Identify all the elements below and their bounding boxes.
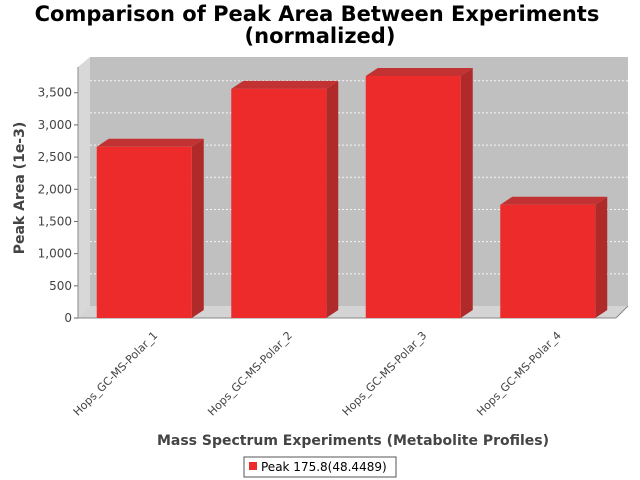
plot-floor bbox=[78, 306, 628, 318]
bar-side bbox=[595, 196, 608, 318]
y-tick-label: 0 bbox=[64, 311, 72, 325]
x-tick-label: Hops_GC-MS-Polar_3 bbox=[340, 329, 430, 419]
bar-top bbox=[500, 196, 608, 205]
floor-edge bbox=[615, 305, 629, 319]
plot-area: 0 500 1,000 1,500 2,000 2,500 3,000 3,500 Hops_G… bbox=[38, 57, 629, 419]
bar bbox=[500, 204, 596, 318]
chart-title-line-1: Comparison of Peak Area Between Experime… bbox=[35, 2, 600, 26]
bar bbox=[365, 76, 461, 318]
y-tick-label: 3,500 bbox=[38, 86, 72, 100]
bar-side bbox=[326, 80, 339, 318]
x-tick-label: Hops_GC-MS-Polar_2 bbox=[205, 329, 295, 419]
legend-swatch bbox=[249, 462, 257, 470]
y-axis-title: Peak Area (1e-3) bbox=[12, 122, 28, 255]
bar bbox=[96, 146, 192, 318]
bar-side bbox=[460, 68, 473, 318]
plot-back-wall bbox=[90, 57, 628, 306]
legend-box bbox=[243, 456, 397, 478]
y-tick-label: 1,000 bbox=[38, 247, 72, 261]
x-axis-title: Mass Spectrum Experiments (Metabolite Pr… bbox=[157, 433, 549, 449]
legend-label: Peak 175.8(48.4489) bbox=[261, 460, 387, 474]
chart-title-line-2: (normalized) bbox=[245, 24, 396, 48]
x-tick-label: Hops_GC-MS-Polar_1 bbox=[71, 329, 161, 419]
y-tick-label: 2,500 bbox=[38, 150, 72, 164]
y-tick-label: 500 bbox=[49, 279, 72, 293]
bar-side bbox=[191, 138, 204, 318]
bar-top bbox=[365, 68, 473, 77]
legend: Peak 175.8(48.4489) bbox=[243, 456, 397, 478]
bar-top bbox=[231, 80, 339, 89]
x-tick-label: Hops_GC-MS-Polar_4 bbox=[474, 329, 564, 419]
bar bbox=[231, 88, 327, 318]
plot-left-wall bbox=[78, 57, 90, 318]
bar-top bbox=[96, 138, 204, 147]
y-tick-label: 2,000 bbox=[38, 182, 72, 196]
y-tick-label: 1,500 bbox=[38, 214, 72, 228]
y-tick-label: 3,000 bbox=[38, 118, 72, 132]
